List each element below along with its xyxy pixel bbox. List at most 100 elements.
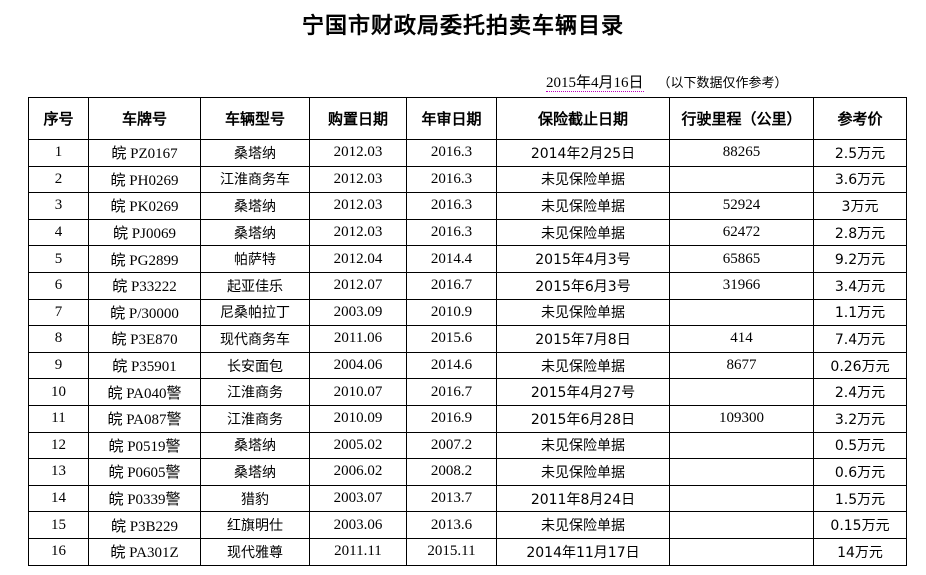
cell-inspection-date: 2013.6 (406, 511, 497, 539)
table-row: 10 皖 PA040警 江淮商务 2010.07 2016.7 2015年4月27号 2.4… (28, 378, 907, 406)
cell-plate: 皖 P0339警 (88, 484, 201, 513)
cell-index: 1 (28, 139, 89, 167)
cell-index: 13 (28, 458, 89, 486)
cell-purchase-date: 2011.06 (309, 325, 407, 353)
cell-purchase-date: 2005.02 (309, 431, 407, 460)
cell-plate: 皖 PZ0167 (88, 139, 201, 167)
cell-model: 红旗明仕 (200, 511, 310, 539)
cell-price: 9.2万元 (813, 245, 907, 273)
cell-inspection-date: 2010.9 (406, 298, 497, 327)
cell-mileage: 52924 (669, 192, 814, 220)
cell-insurance-expiry: 未见保险单据 (496, 218, 670, 247)
table-row: 14 皖 P0339警 猎豹 2003.07 2013.7 2011年8月24日 1.5万元 (28, 484, 907, 513)
cell-inspection-date: 2016.7 (406, 378, 497, 406)
cell-insurance-expiry: 未见保险单据 (496, 511, 670, 539)
cell-inspection-date: 2014.6 (406, 351, 497, 380)
cell-insurance-expiry: 2015年4月3号 (496, 245, 670, 273)
cell-mileage (669, 537, 814, 566)
cell-purchase-date: 2004.06 (309, 351, 407, 380)
cell-insurance-expiry: 2015年6月28日 (496, 404, 670, 433)
header-col-price: 参考价 (813, 97, 907, 140)
cell-insurance-expiry: 2015年7月8日 (496, 325, 670, 353)
cell-purchase-date: 2012.03 (309, 165, 407, 194)
cell-model: 江淮商务车 (200, 165, 310, 194)
cell-inspection-date: 2016.3 (406, 218, 497, 247)
table-row: 13 皖 P0605警 桑塔纳 2006.02 2008.2 未见保险单据 0.6万元 (28, 458, 907, 486)
cell-mileage: 88265 (669, 139, 814, 167)
cell-purchase-date: 2010.07 (309, 378, 407, 406)
cell-index: 10 (28, 378, 89, 406)
cell-index: 2 (28, 165, 89, 194)
cell-model: 江淮商务 (200, 378, 310, 406)
cell-model: 江淮商务 (200, 404, 310, 433)
cell-price: 7.4万元 (813, 325, 907, 353)
cell-insurance-expiry: 未见保险单据 (496, 431, 670, 460)
cell-plate: 皖 P3B229 (88, 511, 201, 539)
document-date: 2015年4月16日 (546, 75, 644, 92)
cell-purchase-date: 2012.03 (309, 192, 407, 220)
cell-index: 14 (28, 484, 89, 513)
cell-inspection-date: 2015.11 (406, 537, 497, 566)
header-col-plate: 车牌号 (88, 97, 201, 140)
cell-inspection-date: 2016.3 (406, 192, 497, 220)
cell-plate: 皖 P3E870 (88, 325, 201, 353)
cell-insurance-expiry: 未见保险单据 (496, 351, 670, 380)
cell-mileage: 62472 (669, 218, 814, 247)
cell-mileage (669, 165, 814, 194)
cell-purchase-date: 2003.06 (309, 511, 407, 539)
cell-purchase-date: 2012.07 (309, 271, 407, 300)
cell-purchase-date: 2011.11 (309, 537, 407, 566)
cell-index: 5 (28, 245, 89, 273)
table-row: 15 皖 P3B229 红旗明仕 2003.06 2013.6 未见保险单据 0.15万元 (28, 511, 907, 539)
cell-plate: 皖 PA087警 (88, 404, 201, 433)
cell-insurance-expiry: 2014年2月25日 (496, 139, 670, 167)
cell-model: 桑塔纳 (200, 192, 310, 220)
header-col-index: 序号 (28, 97, 89, 140)
cell-mileage: 109300 (669, 404, 814, 433)
cell-inspection-date: 2013.7 (406, 484, 497, 513)
cell-insurance-expiry: 未见保险单据 (496, 165, 670, 194)
cell-plate: 皖 P35901 (88, 351, 201, 380)
cell-plate: 皖 PK0269 (88, 192, 201, 220)
cell-index: 12 (28, 431, 89, 460)
cell-insurance-expiry: 未见保险单据 (496, 458, 670, 486)
cell-purchase-date: 2006.02 (309, 458, 407, 486)
cell-inspection-date: 2008.2 (406, 458, 497, 486)
cell-index: 6 (28, 271, 89, 300)
cell-insurance-expiry: 2015年6月3号 (496, 271, 670, 300)
cell-purchase-date: 2012.03 (309, 139, 407, 167)
cell-price: 14万元 (813, 537, 907, 566)
cell-index: 7 (28, 298, 89, 327)
cell-plate: 皖 P0605警 (88, 458, 201, 486)
cell-price: 1.1万元 (813, 298, 907, 327)
cell-model: 猎豹 (200, 484, 310, 513)
cell-mileage: 31966 (669, 271, 814, 300)
cell-model: 桑塔纳 (200, 431, 310, 460)
cell-price: 0.6万元 (813, 458, 907, 486)
cell-plate: 皖 PA301Z (88, 537, 201, 566)
table-header-row: 序号 车牌号 车辆型号 购置日期 年审日期 保险截止日期 行驶里程（公里） 参考价 (28, 97, 907, 140)
table-row: 16 皖 PA301Z 现代雅尊 2011.11 2015.11 2014年11月17日 1… (28, 537, 907, 566)
cell-inspection-date: 2015.6 (406, 325, 497, 353)
cell-insurance-expiry: 2014年11月17日 (496, 537, 670, 566)
cell-model: 桑塔纳 (200, 139, 310, 167)
cell-purchase-date: 2010.09 (309, 404, 407, 433)
cell-model: 长安面包 (200, 351, 310, 380)
cell-price: 1.5万元 (813, 484, 907, 513)
cell-mileage (669, 431, 814, 460)
cell-price: 3万元 (813, 192, 907, 220)
cell-inspection-date: 2016.3 (406, 165, 497, 194)
header-col-purchase-date: 购置日期 (309, 97, 407, 140)
cell-index: 11 (28, 404, 89, 433)
cell-mileage (669, 298, 814, 327)
cell-model: 现代雅尊 (200, 537, 310, 566)
cell-index: 3 (28, 192, 89, 220)
